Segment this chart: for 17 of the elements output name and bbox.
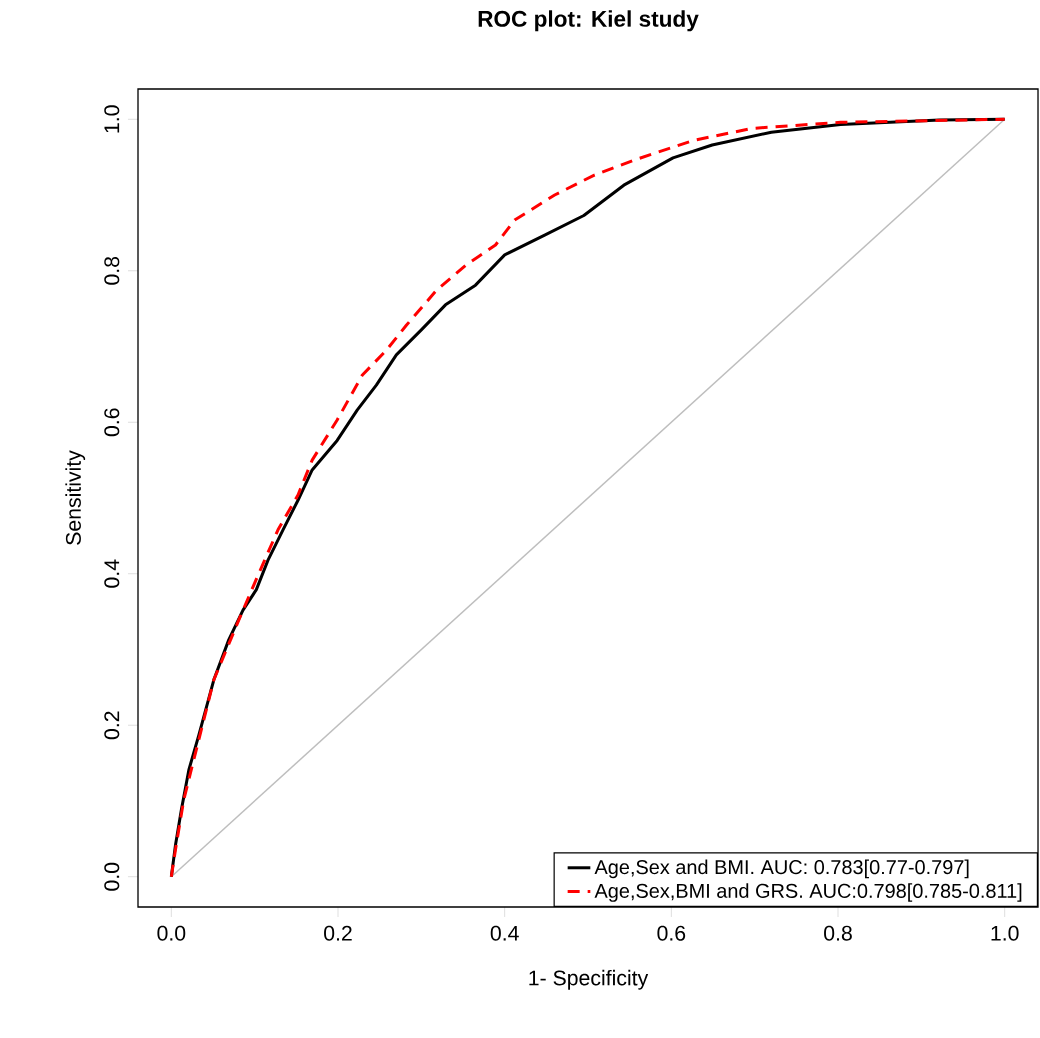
x-axis-title: 1- Specificity [529,969,649,990]
y-tick-label: 0.4 [104,559,120,588]
chart-title: ROC plot: Kiel study [478,10,699,32]
y-tick-label: 0.8 [104,256,120,285]
y-tick-label: 1.0 [104,105,120,133]
x-tick-label: 0.6 [657,925,686,941]
y-axis-title: Sensitivity [65,450,86,545]
y-tick-label: 0.6 [104,408,120,437]
x-tick-label: 0.4 [490,925,519,941]
y-tick-label: 0.2 [104,711,120,740]
x-tick-label: 0.2 [324,925,352,941]
x-tick-label: 1.0 [991,925,1019,941]
legend-label: Age,Sex and BMI. AUC: 0.783[0.77-0.797] [594,859,969,879]
x-tick-label: 0.8 [824,925,852,941]
x-tick-label: 0.0 [157,925,186,941]
y-tick-label: 0.0 [104,862,120,891]
legend-label: Age,Sex,BMI and GRS. AUC:0.798[0.785-0.811] [594,883,1022,902]
